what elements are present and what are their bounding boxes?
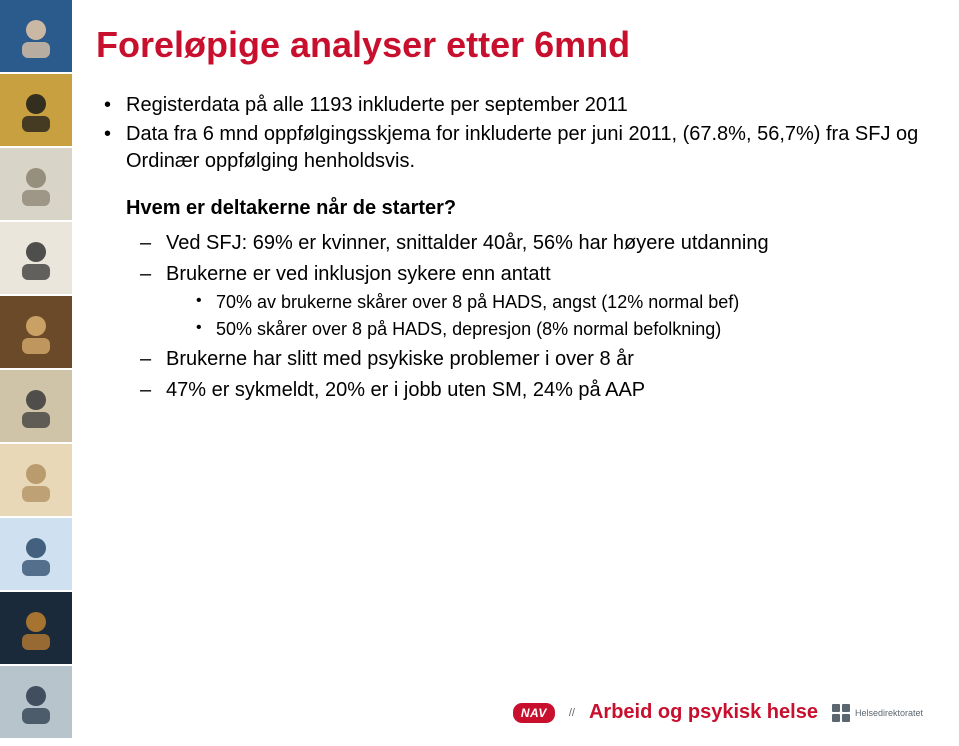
nav-badge: NAV — [513, 703, 555, 723]
sub-list: 70% av brukerne skårer over 8 på HADS, a… — [196, 290, 919, 342]
dash-item: Ved SFJ: 69% er kvinner, snittalder 40år… — [140, 230, 919, 257]
slide-title: Foreløpige analyser etter 6mnd — [96, 24, 919, 66]
sidebar-thumb — [0, 666, 72, 738]
bullet-list: Registerdata på alle 1193 inkluderte per… — [104, 92, 919, 175]
bullet-item: Data fra 6 mnd oppfølgingsskjema for ink… — [104, 121, 919, 175]
sidebar-thumb — [0, 0, 72, 72]
sidebar-thumbnails — [0, 0, 72, 746]
hd-logo: Helsedirektoratet — [832, 704, 923, 722]
sidebar-thumb — [0, 370, 72, 442]
sidebar-thumb — [0, 296, 72, 368]
footer: NAV // Arbeid og psykisk helse Helsedire… — [513, 701, 923, 724]
sub-item: 50% skårer over 8 på HADS, depresjon (8%… — [196, 317, 919, 342]
sidebar-thumb — [0, 592, 72, 664]
dash-list: Ved SFJ: 69% er kvinner, snittalder 40år… — [140, 230, 919, 404]
bullet-item: Registerdata på alle 1193 inkluderte per… — [104, 92, 919, 119]
dash-item: 47% er sykmeldt, 20% er i jobb uten SM, … — [140, 377, 919, 404]
dash-item: Brukerne har slitt med psykiske probleme… — [140, 346, 919, 373]
dash-item: Brukerne er ved inklusjon sykere enn ant… — [140, 261, 919, 342]
sidebar-thumb — [0, 148, 72, 220]
sidebar-thumb — [0, 444, 72, 516]
sidebar-thumb — [0, 74, 72, 146]
separator: // — [569, 707, 575, 719]
subheading: Hvem er deltakerne når de starter? — [126, 197, 919, 220]
hd-logo-label: Helsedirektoratet — [855, 708, 923, 718]
sidebar-thumb — [0, 518, 72, 590]
sidebar-thumb — [0, 222, 72, 294]
slide-content: Foreløpige analyser etter 6mnd Registerd… — [96, 24, 919, 408]
hd-logo-mark — [832, 704, 850, 722]
sub-item: 70% av brukerne skårer over 8 på HADS, a… — [196, 290, 919, 315]
brand-text: Arbeid og psykisk helse — [589, 701, 818, 724]
